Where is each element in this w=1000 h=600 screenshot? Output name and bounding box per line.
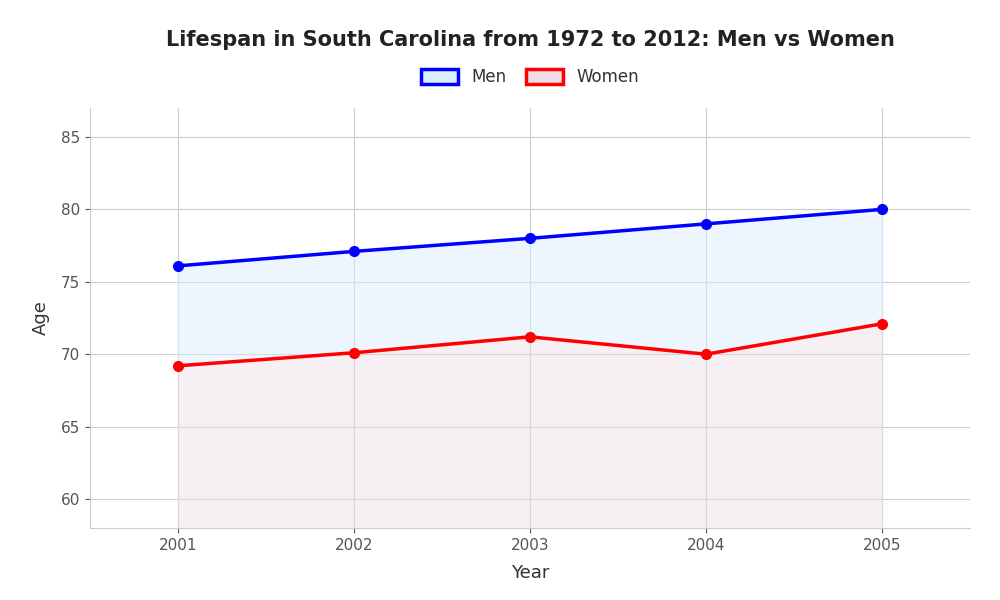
Women [700, 350, 712, 358]
Women [348, 349, 360, 356]
Women [524, 333, 536, 340]
Men [876, 206, 888, 213]
Women [172, 362, 184, 370]
Men [348, 248, 360, 255]
Women [876, 320, 888, 328]
Men [172, 262, 184, 269]
Y-axis label: Age: Age [32, 301, 50, 335]
Title: Lifespan in South Carolina from 1972 to 2012: Men vs Women: Lifespan in South Carolina from 1972 to … [166, 29, 894, 49]
Legend: Men, Women: Men, Women [414, 62, 646, 93]
Line: Women: Women [173, 319, 887, 371]
Men [524, 235, 536, 242]
X-axis label: Year: Year [511, 564, 549, 582]
Line: Men: Men [173, 205, 887, 271]
Men [700, 220, 712, 227]
